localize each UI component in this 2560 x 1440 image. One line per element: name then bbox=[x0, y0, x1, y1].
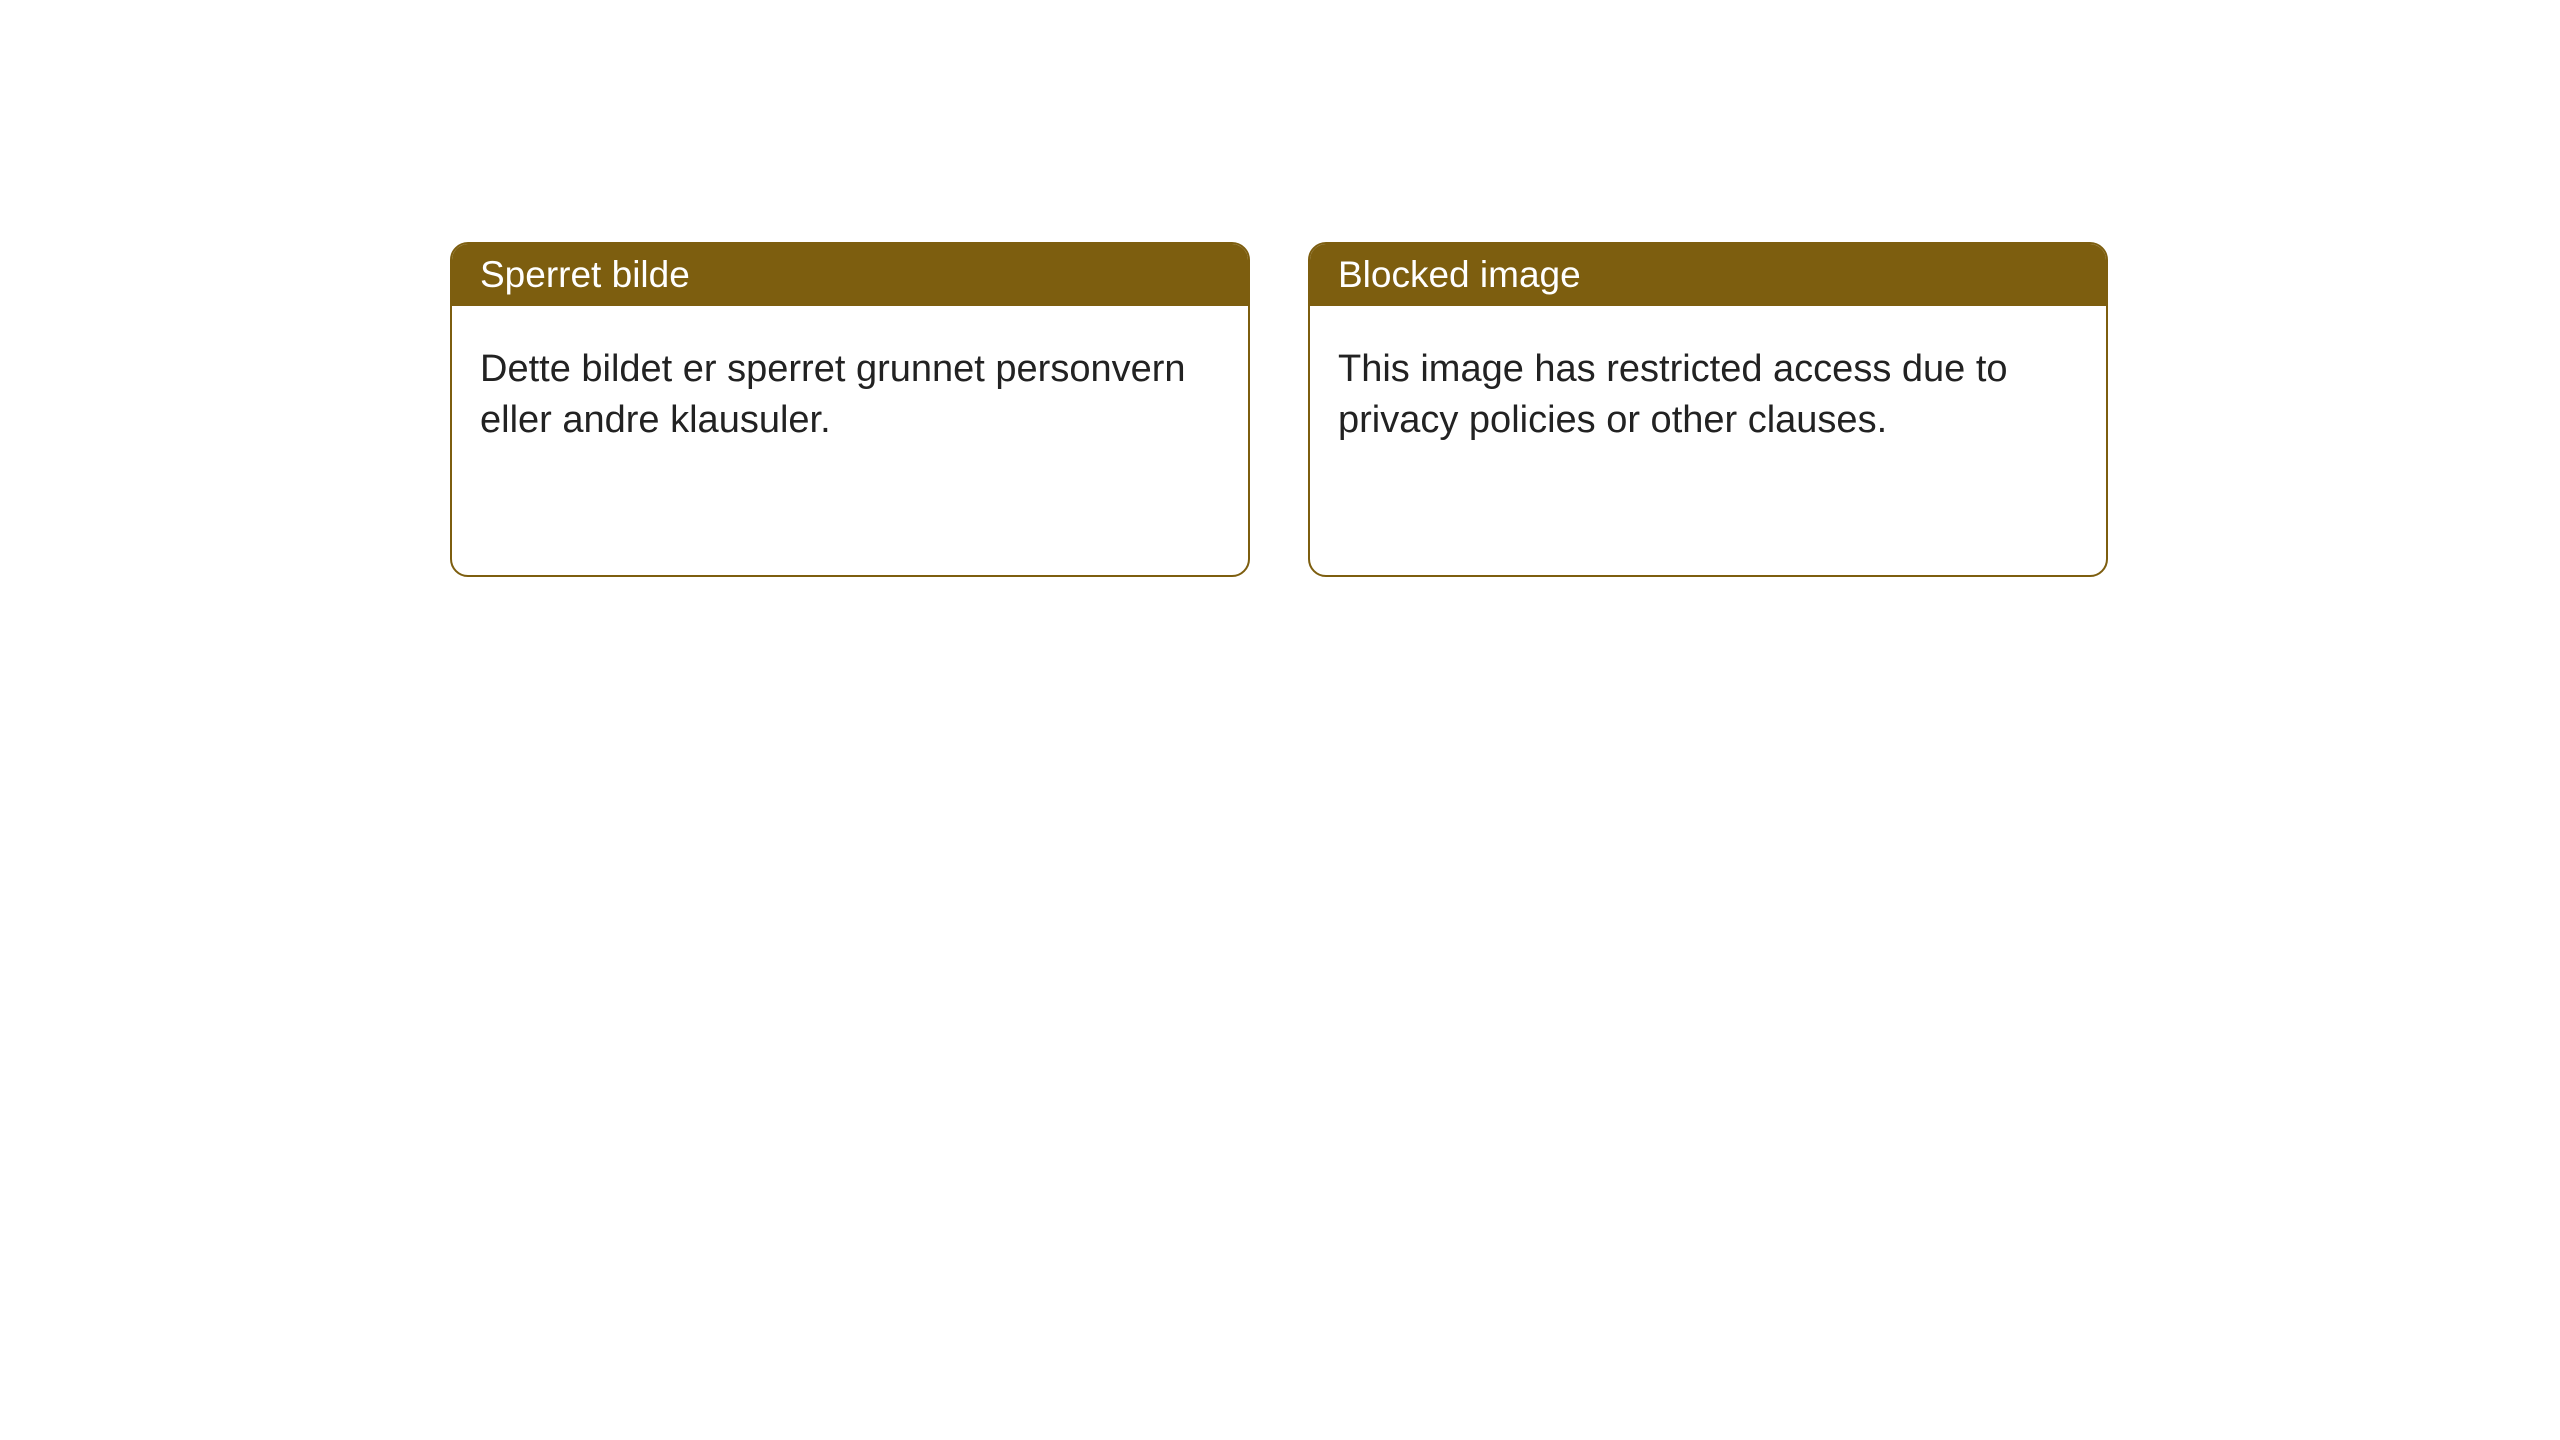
card-title: Sperret bilde bbox=[480, 254, 690, 295]
card-body: This image has restricted access due to … bbox=[1310, 306, 2106, 485]
card-body-text: This image has restricted access due to … bbox=[1338, 348, 2008, 441]
notice-container: Sperret bilde Dette bildet er sperret gr… bbox=[450, 242, 2108, 577]
notice-card-english: Blocked image This image has restricted … bbox=[1308, 242, 2108, 577]
card-header: Sperret bilde bbox=[452, 244, 1248, 306]
card-header: Blocked image bbox=[1310, 244, 2106, 306]
card-body-text: Dette bildet er sperret grunnet personve… bbox=[480, 348, 1186, 441]
notice-card-norwegian: Sperret bilde Dette bildet er sperret gr… bbox=[450, 242, 1250, 577]
card-title: Blocked image bbox=[1338, 254, 1581, 295]
card-body: Dette bildet er sperret grunnet personve… bbox=[452, 306, 1248, 485]
